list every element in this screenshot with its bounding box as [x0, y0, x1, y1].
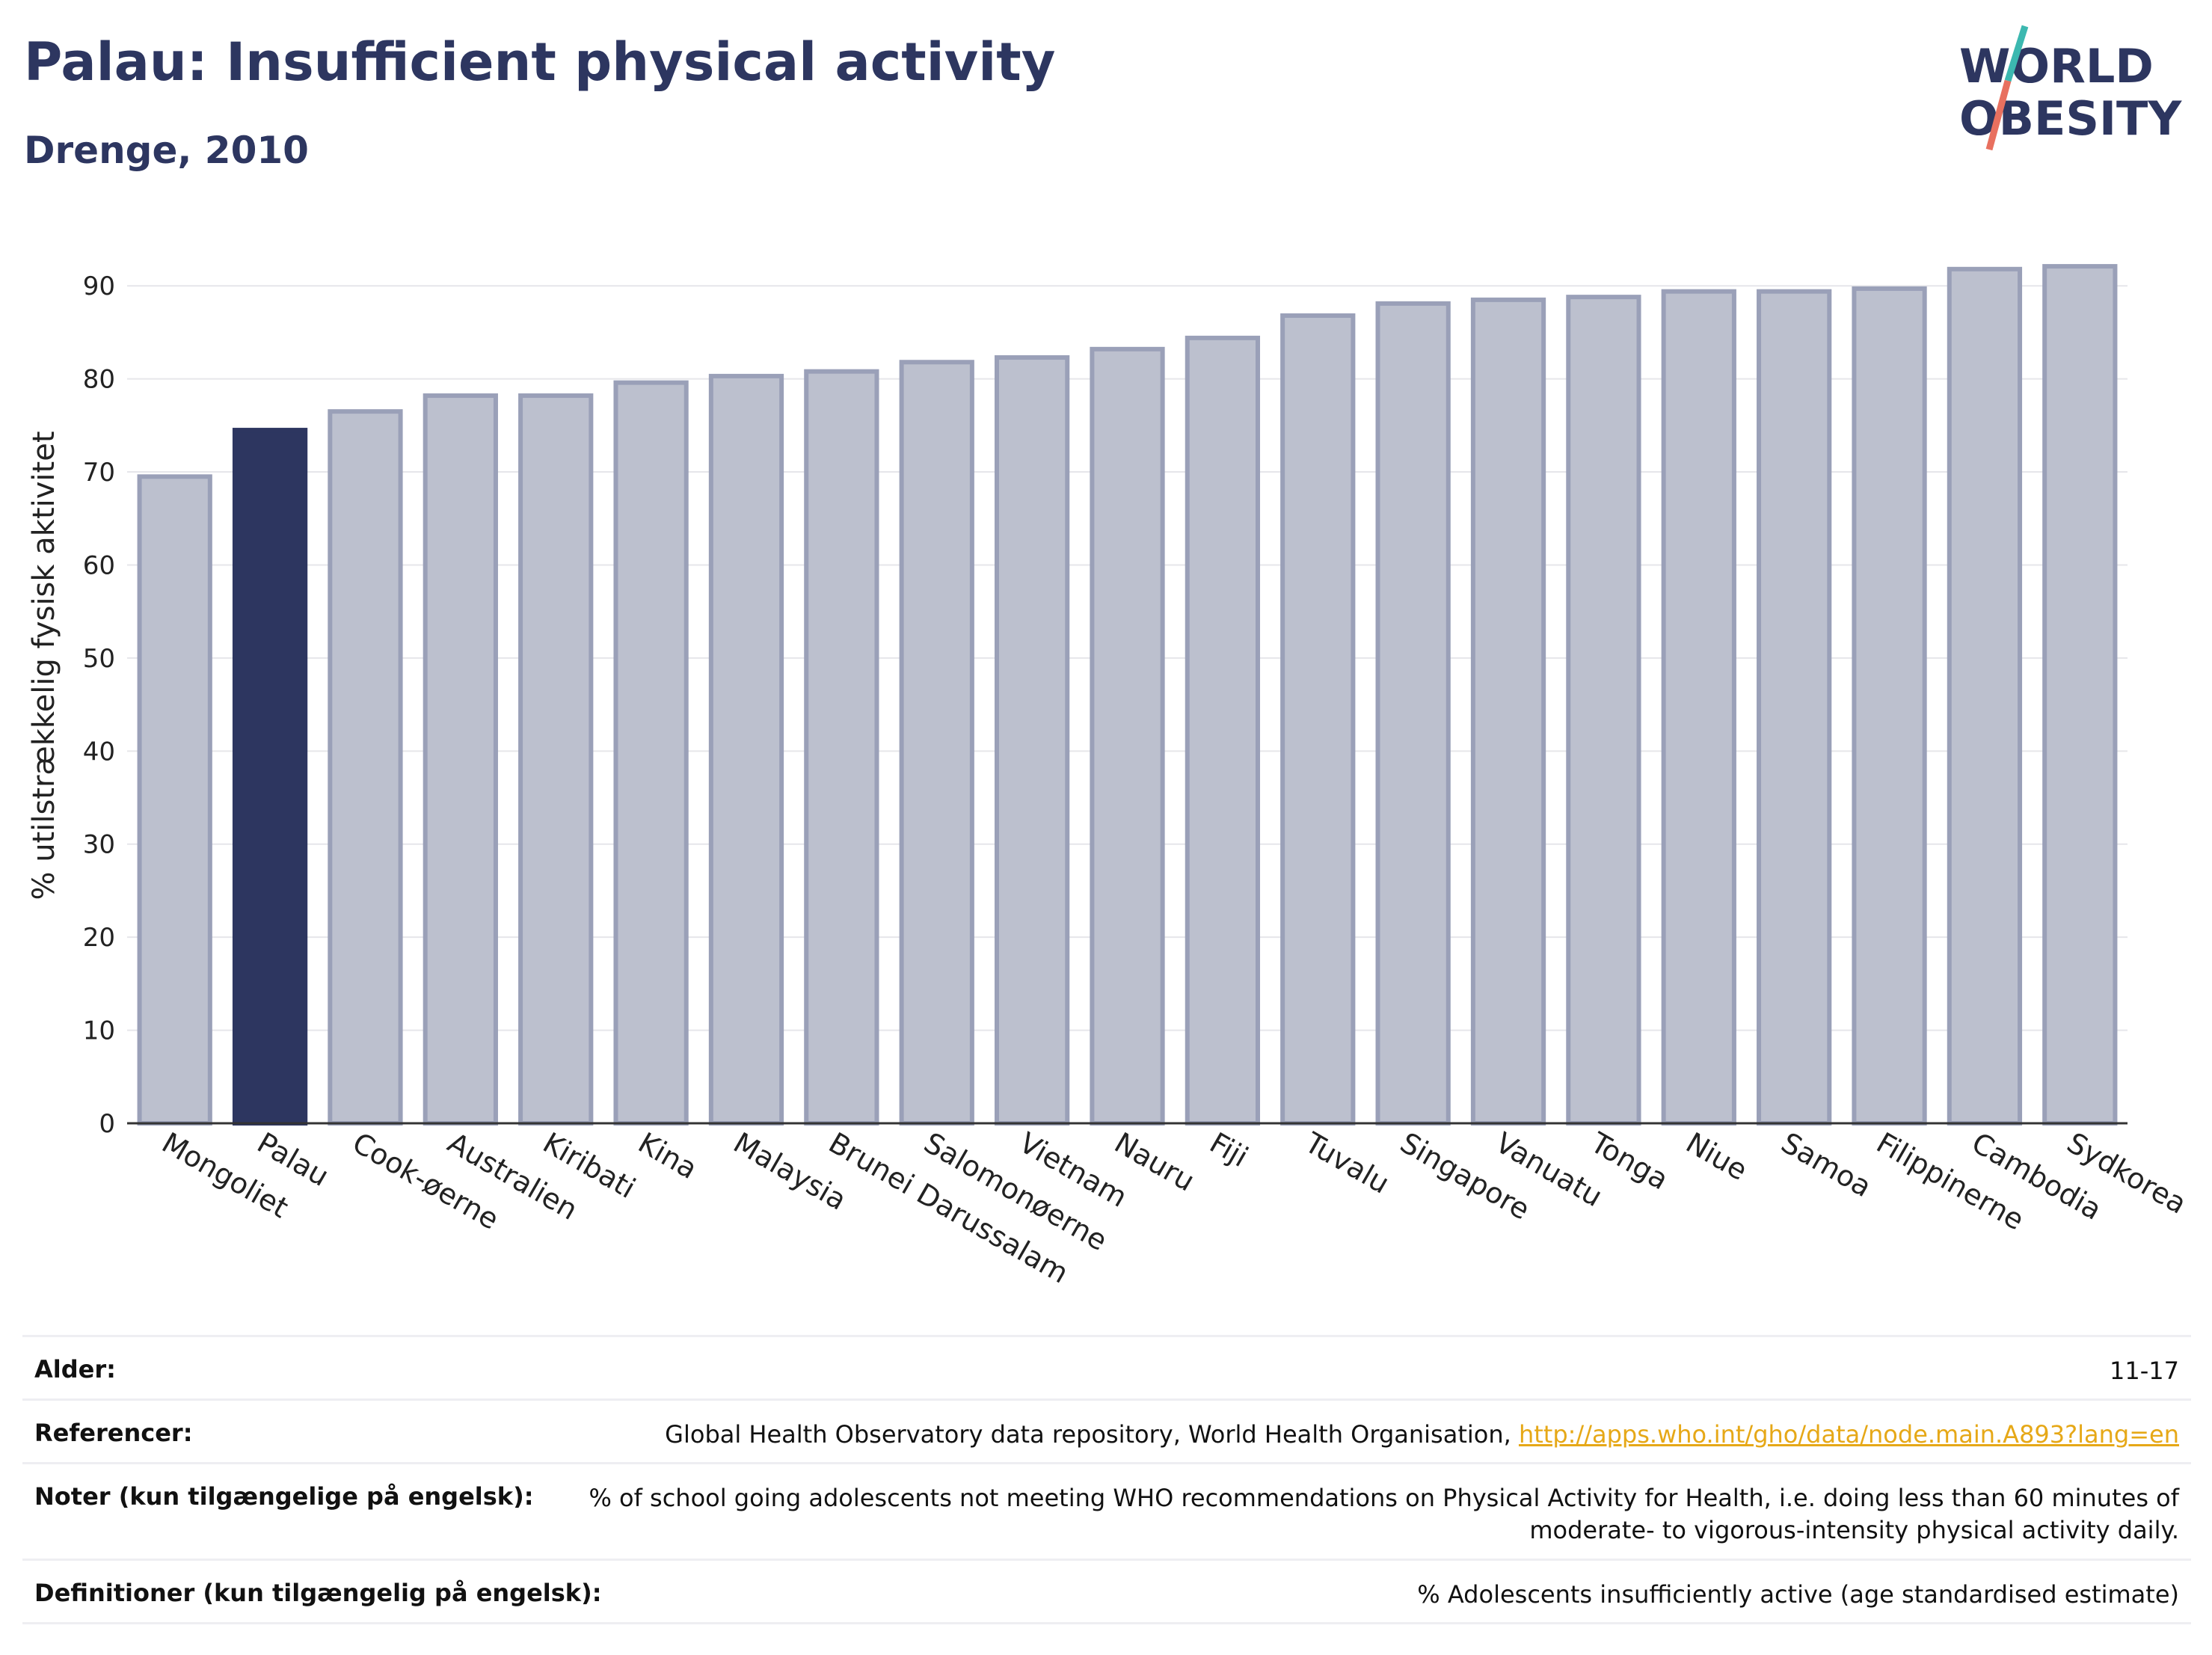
bar-filippinerne[interactable] — [1852, 286, 1927, 1126]
bar-samoa[interactable] — [1757, 289, 1832, 1126]
info-row-age: Alder: 11-17 — [22, 1335, 2191, 1398]
bar-australien[interactable] — [423, 393, 498, 1126]
y-tick-label: 70 — [83, 458, 115, 488]
definitions-label: Definitioner (kun tilgængelig på engelsk… — [34, 1579, 602, 1607]
x-tick-label: Kina — [633, 1126, 703, 1186]
age-value: 11-17 — [2110, 1357, 2179, 1385]
y-tick-label: 90 — [83, 271, 115, 301]
bar-singapore[interactable] — [1375, 301, 1451, 1126]
page-subtitle: Drenge, 2010 — [24, 129, 309, 172]
page-title: Palau: Insufficient physical activity — [24, 31, 1056, 93]
y-tick-label: 50 — [83, 644, 115, 674]
bar-sydkorea[interactable] — [2042, 264, 2118, 1126]
bar-fiji[interactable] — [1185, 335, 1261, 1126]
bar-cook-øerne[interactable] — [328, 409, 403, 1126]
y-tick-label: 40 — [83, 737, 115, 767]
info-table: Alder: 11-17 Referencer: Global Health O… — [22, 1335, 2191, 1624]
bar-brunei-darussalam[interactable] — [804, 369, 879, 1126]
bar-kiribati[interactable] — [518, 393, 594, 1126]
references-link[interactable]: http://apps.who.int/gho/data/node.main.A… — [1518, 1420, 2179, 1449]
info-row-references: Referencer: Global Health Observatory da… — [22, 1398, 2191, 1462]
bar-vietnam[interactable] — [994, 355, 1070, 1126]
bar-niue[interactable] — [1661, 289, 1736, 1126]
bar-cambodia[interactable] — [1947, 266, 2023, 1126]
info-row-definitions: Definitioner (kun tilgængelig på engelsk… — [22, 1559, 2191, 1624]
bar-nauru[interactable] — [1090, 346, 1165, 1126]
y-tick-label: 30 — [83, 830, 115, 860]
logo-slash-coral-icon — [1985, 79, 2012, 151]
references-label: Referencer: — [34, 1419, 193, 1447]
notes-value: % of school going adolescents not meetin… — [589, 1484, 2179, 1545]
bar-tuvalu[interactable] — [1280, 313, 1356, 1126]
logo-line1: WORLD — [1959, 39, 2154, 93]
notes-label: Noter (kun tilgængelige på engelsk): — [34, 1482, 534, 1511]
bar-kina[interactable] — [613, 380, 689, 1126]
y-tick-label: 0 — [99, 1109, 115, 1139]
y-axis-label: % utilstrækkelig fysisk aktivitet — [27, 431, 61, 900]
y-tick-label: 80 — [83, 365, 115, 395]
bars — [137, 264, 2118, 1126]
bar-mongoliet[interactable] — [137, 474, 212, 1126]
x-tick-label: Tuvalu — [1299, 1126, 1395, 1200]
references-value: Global Health Observatory data repositor… — [665, 1419, 2179, 1451]
y-tick-label: 60 — [83, 550, 115, 580]
world-obesity-logo: WORLD OBESITY — [1959, 25, 2182, 151]
x-tick-label: Samoa — [1776, 1126, 1877, 1204]
definitions-value: % Adolescents insufficiently active (age… — [1417, 1580, 2179, 1609]
bar-salomonøerne[interactable] — [899, 360, 974, 1126]
y-tick-label: 10 — [83, 1016, 115, 1046]
info-row-notes: Noter (kun tilgængelige på engelsk): % o… — [22, 1462, 2191, 1559]
bar-tonga[interactable] — [1566, 295, 1641, 1126]
bar-palau[interactable] — [232, 428, 308, 1126]
references-text: Global Health Observatory data repositor… — [665, 1420, 1519, 1449]
x-tick-label: Fiji — [1204, 1126, 1253, 1173]
y-axis-ticks: 0 10 20 30 40 50 60 70 80 90 — [83, 271, 115, 1139]
y-tick-label: 20 — [83, 923, 115, 953]
x-tick-label: Niue — [1680, 1126, 1753, 1187]
bar-malaysia[interactable] — [708, 373, 784, 1126]
logo-slash-teal-icon — [2004, 25, 2029, 82]
age-label: Alder: — [34, 1355, 116, 1384]
bar-vanuatu[interactable] — [1470, 297, 1546, 1126]
